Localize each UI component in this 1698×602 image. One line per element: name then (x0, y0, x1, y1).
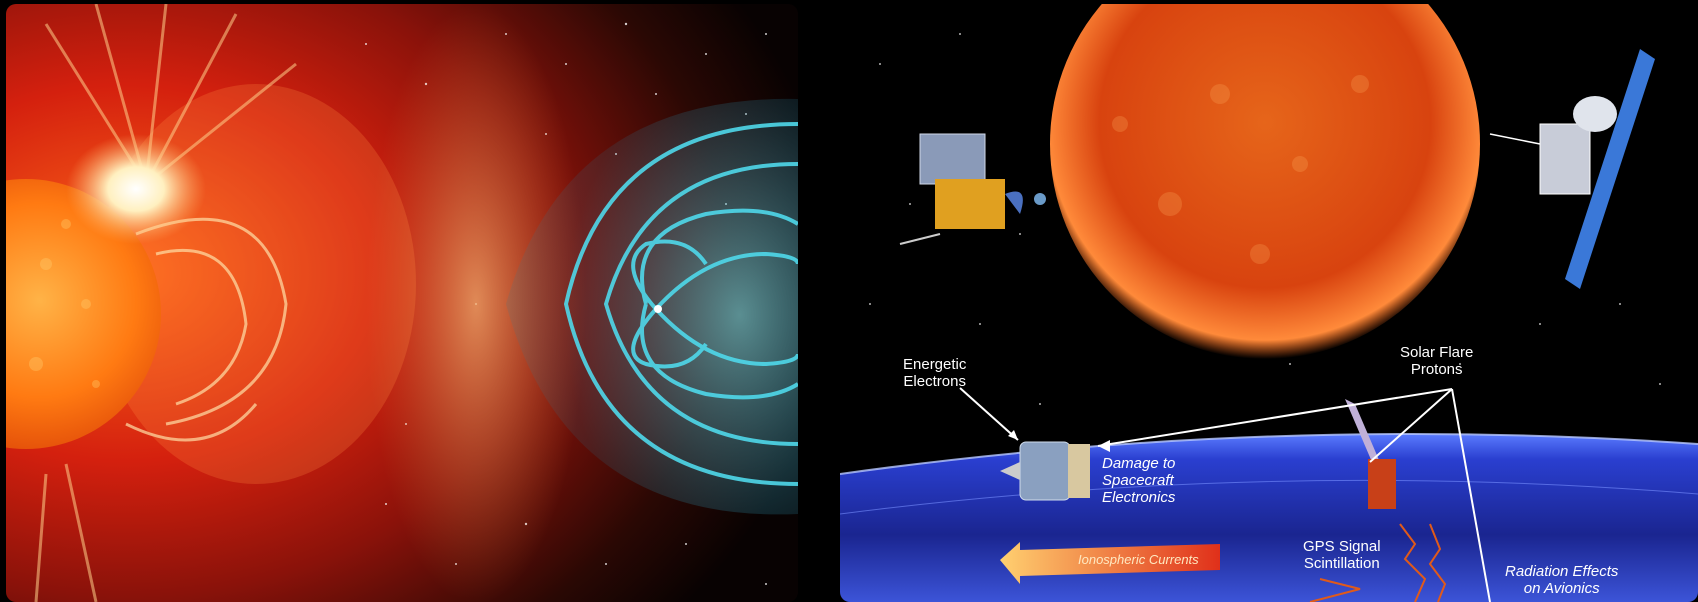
effect-arrows (959, 387, 1491, 602)
solar-flare-glow (66, 134, 206, 244)
coronal-mass-ejection-icon (125, 217, 288, 442)
label-damage-spacecraft: Damage to Spacecraft Electronics (1102, 455, 1176, 506)
label-solar-flare-protons: Solar Flare Protons (1400, 344, 1474, 378)
sun-icon (1050, 4, 1480, 359)
spacecraft-icon (1000, 441, 1090, 501)
label-gps-scintillation: GPS Signal Scintillation (1303, 538, 1381, 572)
satellite-icon (899, 133, 1046, 245)
sun-magnetosphere-image (6, 4, 798, 602)
label-ionospheric-currents: Ionospheric Currents (1078, 552, 1199, 567)
cme-cloud (366, 4, 586, 602)
label-radiation-avionics: Radiation Effects on Avionics (1505, 563, 1619, 597)
space-weather-effects-image: Energetic Electrons Solar Flare Protons … (840, 4, 1698, 602)
sun-icon (6, 179, 161, 449)
space-weather-illustration (840, 4, 1698, 602)
stars (869, 33, 1661, 405)
sun-magnetosphere-illustration (6, 4, 798, 602)
magnetosphere-icon (506, 98, 798, 515)
earth-icon (654, 305, 662, 313)
label-energetic-electrons: Energetic Electrons (903, 356, 967, 390)
radiation-zigzag (1309, 523, 1447, 602)
satellite-icon (1489, 49, 1655, 289)
ionospheric-currents-arrow (1000, 542, 1220, 584)
satellite-icon (1345, 399, 1396, 509)
